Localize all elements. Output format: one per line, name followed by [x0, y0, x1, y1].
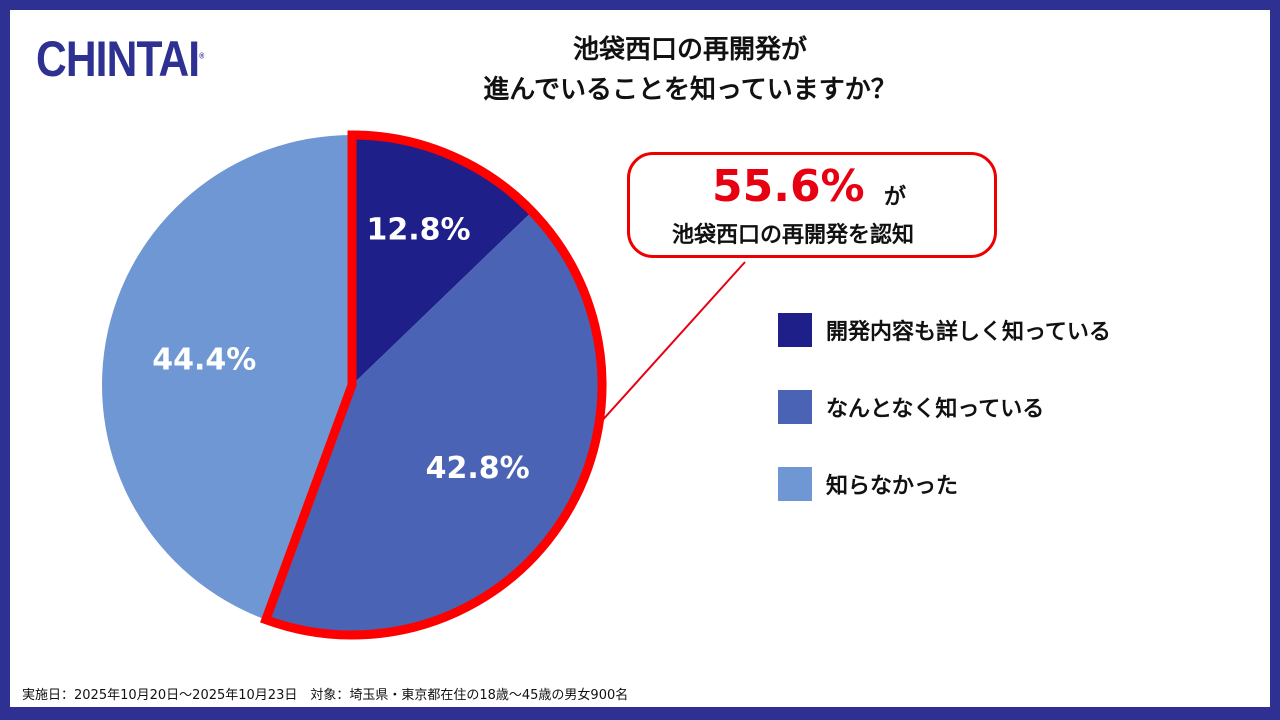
- legend-item: 知らなかった: [778, 467, 958, 501]
- legend-swatch: [778, 390, 812, 424]
- callout-text: 池袋西口の再開発を認知: [672, 223, 915, 248]
- title-line-2: 進んでいることを知っていますか？: [483, 75, 897, 105]
- title-line-1: 池袋西口の再開発が: [572, 35, 807, 65]
- legend-label: 開発内容も詳しく知っている: [826, 320, 1111, 345]
- legend-label: なんとなく知っている: [826, 397, 1045, 422]
- chintai-logo: CHINTAI®: [36, 31, 204, 87]
- pie-slice: [265, 211, 603, 636]
- survey-footnote: 実施日：2025年10月20日～2025年10月23日 対象：埼玉県・東京都在住…: [22, 688, 629, 703]
- legend-item: なんとなく知っている: [778, 390, 1044, 424]
- callout-box: 55.6% が 池袋西口の再開発を認知: [627, 152, 997, 258]
- legend-item: 開発内容も詳しく知っている: [778, 313, 1111, 347]
- callout-connector: [598, 261, 746, 425]
- slice-label: 42.8%: [426, 451, 530, 486]
- slice-label: 44.4%: [152, 343, 256, 378]
- chart-title: 池袋西口の再開発が 進んでいることを知っていますか？: [300, 30, 1080, 110]
- pie-slice: [101, 135, 353, 620]
- legend-swatch: [778, 467, 812, 501]
- legend-label: 知らなかった: [826, 474, 959, 499]
- legend-swatch: [778, 313, 812, 347]
- slice-label: 12.8%: [366, 213, 470, 248]
- highlight-outline: [260, 130, 607, 640]
- callout-particle: が: [884, 185, 907, 210]
- pie-slice: [352, 135, 533, 385]
- callout-percent: 55.6%: [712, 161, 865, 212]
